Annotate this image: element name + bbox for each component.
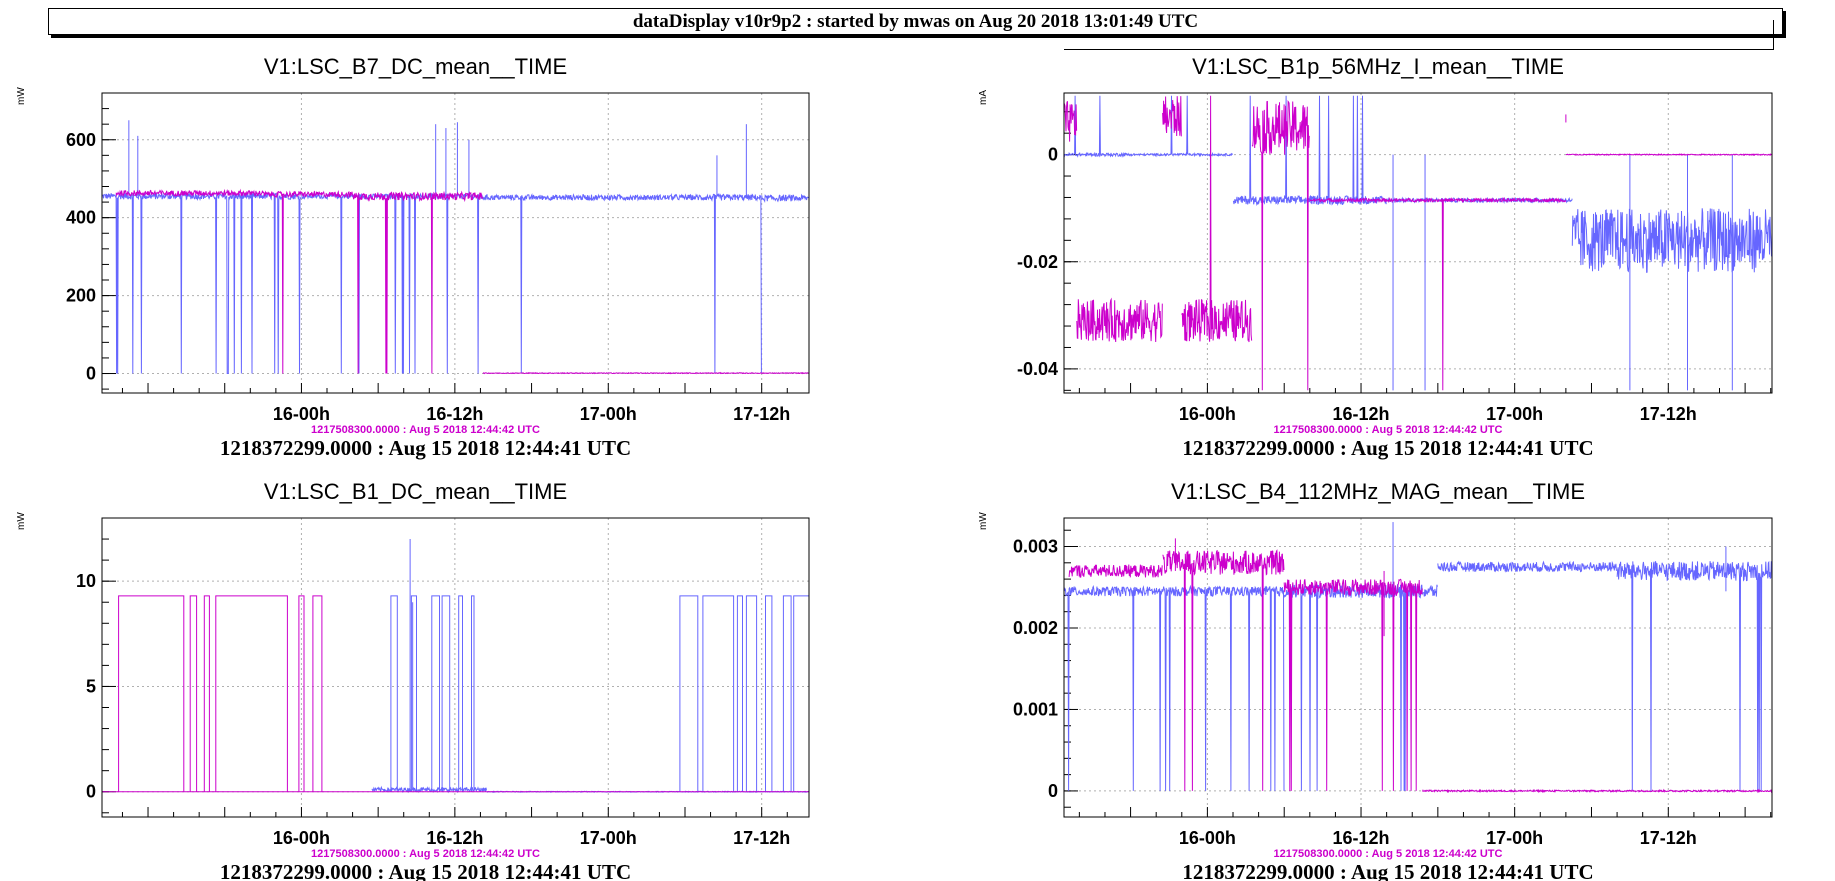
y-tick-label: 0: [1048, 145, 1058, 165]
series-2: [1068, 538, 1772, 794]
series-line: [1064, 95, 1772, 273]
series-1: [1064, 522, 1772, 791]
series-2: [1064, 95, 1772, 391]
y-tick-label: 200: [66, 286, 96, 306]
chart-title: V1:LSC_B4_112MHz_MAG_mean__TIME: [1171, 479, 1585, 504]
x-tick-label: 16-12h: [1333, 828, 1390, 848]
y-tick-label: -0.02: [1017, 252, 1058, 272]
series-line: [115, 188, 809, 375]
series-2: [115, 188, 809, 375]
time-start-label: 1218372299.0000 : Aug 15 2018 12:44:41 U…: [1182, 860, 1593, 881]
x-tick-label: 17-12h: [1640, 404, 1697, 424]
x-tick-label: 17-00h: [1486, 828, 1543, 848]
y-tick-label: 5: [86, 676, 96, 696]
x-tick-label: 16-12h: [426, 404, 483, 424]
time-offset-label: 1217508300.0000 : Aug 5 2018 12:44:42 UT…: [1274, 424, 1503, 436]
plot-frame: [1063, 92, 1773, 394]
y-tick-label: 0.003: [1013, 537, 1058, 557]
series-line: [371, 595, 809, 794]
y-axis-unit: mA: [978, 90, 989, 105]
y-tick-label: 10: [76, 571, 96, 591]
plot-frame: [101, 92, 810, 394]
x-tick-label: 16-00h: [1179, 828, 1236, 848]
x-tick-label: 17-00h: [580, 828, 637, 848]
y-tick-label: 0.001: [1013, 699, 1058, 719]
y-tick-label: 400: [66, 208, 96, 228]
y-axis-unit: mW: [16, 512, 27, 530]
series-1: [1064, 95, 1772, 391]
app-banner: dataDisplay v10r9p2 : started by mwas on…: [48, 8, 1783, 35]
y-axis-unit: mW: [16, 87, 27, 105]
x-tick-label: 16-12h: [1333, 404, 1390, 424]
chart-panel-1: [101, 92, 810, 394]
x-tick-label: 16-00h: [273, 828, 330, 848]
x-tick-label: 16-12h: [426, 828, 483, 848]
time-offset-label: 1217508300.0000 : Aug 5 2018 12:44:42 UT…: [311, 424, 540, 436]
y-axis-unit: mW: [978, 512, 989, 530]
plot-frame: [1063, 517, 1773, 818]
series-line: [1064, 560, 1772, 791]
x-tick-label: 16-00h: [273, 404, 330, 424]
series-1: [371, 539, 809, 794]
series-line: [102, 595, 809, 793]
plot-frame: [101, 517, 810, 818]
chart-panel-4: [1063, 517, 1773, 818]
chart-panel-2: [1063, 92, 1773, 394]
time-start-label: 1218372299.0000 : Aug 15 2018 12:44:41 U…: [220, 860, 631, 881]
chart-panel-3: [101, 517, 810, 818]
y-tick-label: 600: [66, 130, 96, 150]
series-2: [102, 595, 809, 793]
y-tick-label: 0: [86, 782, 96, 802]
y-tick-label: 0: [1048, 781, 1058, 801]
chart-title: V1:LSC_B1p_56MHz_I_mean__TIME: [1192, 54, 1564, 79]
time-offset-label: 1217508300.0000 : Aug 5 2018 12:44:42 UT…: [311, 848, 540, 860]
y-tick-label: 0.002: [1013, 618, 1058, 638]
x-tick-label: 16-00h: [1179, 404, 1236, 424]
x-tick-label: 17-00h: [580, 404, 637, 424]
time-start-label: 1218372299.0000 : Aug 15 2018 12:44:41 U…: [1182, 436, 1593, 460]
series-line: [1064, 95, 1772, 391]
x-tick-label: 17-12h: [733, 828, 790, 848]
series-line: [1068, 549, 1772, 794]
chart-title: V1:LSC_B1_DC_mean__TIME: [264, 479, 567, 504]
x-tick-label: 17-12h: [733, 404, 790, 424]
time-start-label: 1218372299.0000 : Aug 15 2018 12:44:41 U…: [220, 436, 631, 460]
chart-title: V1:LSC_B7_DC_mean__TIME: [264, 54, 567, 79]
x-tick-label: 17-12h: [1640, 828, 1697, 848]
time-offset-label: 1217508300.0000 : Aug 5 2018 12:44:42 UT…: [1274, 848, 1503, 860]
x-tick-label: 17-00h: [1486, 404, 1543, 424]
y-tick-label: 0: [86, 364, 96, 384]
overlay-frame: [1064, 20, 1774, 50]
y-tick-label: -0.04: [1017, 359, 1058, 379]
